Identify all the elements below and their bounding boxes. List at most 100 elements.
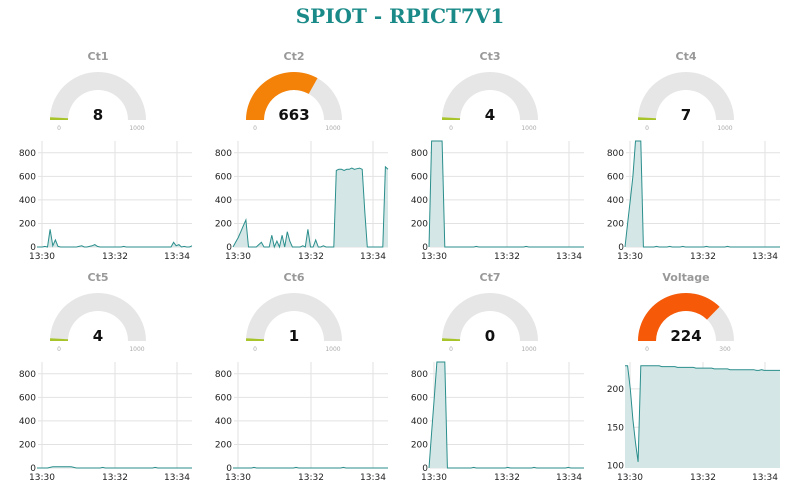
gauge-track xyxy=(442,72,538,120)
gauge-value: 663 xyxy=(278,106,309,124)
series-area xyxy=(625,141,780,247)
panel-ct3: Ct3 4 0 1000 0 200 400 600 800 13:30 13:32 13:34 xyxy=(392,0,588,260)
series-area xyxy=(233,166,388,247)
series-area xyxy=(429,362,584,468)
series-line xyxy=(37,229,193,248)
series-line xyxy=(625,365,780,462)
panel-ct1: Ct1 8 0 1000 0 200 400 600 800 13:30 13:32 13:34 xyxy=(0,0,196,260)
y-tick-label: 0 xyxy=(30,464,36,474)
gauge-fill xyxy=(50,117,69,120)
y-tick-label: 400 xyxy=(411,196,428,206)
chart: 0 200 400 600 800 13:30 13:32 13:34 xyxy=(19,362,192,481)
x-tick-label: 13:34 xyxy=(164,473,190,481)
y-tick-label: 400 xyxy=(607,196,624,206)
gauge-track xyxy=(50,72,146,120)
x-tick-label: 13:30 xyxy=(225,473,251,481)
x-tick-label: 13:32 xyxy=(102,473,128,481)
gauge-min-label: 0 xyxy=(253,125,257,132)
gauge-max-label: 300 xyxy=(719,346,731,353)
y-tick-label: 800 xyxy=(19,149,36,159)
chart: 0 200 400 600 800 13:30 13:32 13:34 xyxy=(215,362,388,481)
gauge-min-label: 0 xyxy=(449,346,453,353)
y-tick-label: 400 xyxy=(411,417,428,427)
x-tick-label: 13:32 xyxy=(298,473,324,481)
gauge-title: Voltage xyxy=(662,271,710,284)
panel-ct7: Ct7 0 0 1000 0 200 400 600 800 13:30 13:32 13:34 xyxy=(392,221,588,481)
x-tick-label: 13:30 xyxy=(29,473,55,481)
y-tick-label: 800 xyxy=(215,370,232,380)
x-tick-label: 13:30 xyxy=(421,473,447,481)
gauge-max-label: 1000 xyxy=(521,125,536,132)
panel-ct5: Ct5 4 0 1000 0 200 400 600 800 13:30 13:32 13:34 xyxy=(0,221,196,481)
gauge-title: Ct3 xyxy=(479,50,501,63)
x-tick-label: 13:30 xyxy=(225,252,251,260)
y-tick-label: 200 xyxy=(215,219,232,229)
gauge-fill xyxy=(246,72,318,120)
y-tick-label: 200 xyxy=(19,219,36,229)
panel-ct4: Ct4 7 0 1000 0 200 400 600 800 13:30 13:32 13:34 xyxy=(588,0,784,260)
gauge-fill xyxy=(638,293,720,341)
gauge: 224 0 300 xyxy=(638,293,734,353)
gauge-max-label: 1000 xyxy=(129,125,144,132)
y-tick-label: 600 xyxy=(215,393,232,403)
x-tick-label: 13:32 xyxy=(298,252,324,260)
gauge-fill xyxy=(638,117,657,120)
x-tick-label: 13:34 xyxy=(556,252,582,260)
y-tick-label: 150 xyxy=(607,423,624,433)
y-tick-label: 600 xyxy=(19,393,36,403)
series-line xyxy=(428,140,584,248)
chart: 0 200 400 600 800 13:30 13:32 13:34 xyxy=(19,141,193,260)
gauge-min-label: 0 xyxy=(57,346,61,353)
gauge-title: Ct4 xyxy=(675,50,697,63)
y-tick-label: 600 xyxy=(215,172,232,182)
gauge-max-label: 1000 xyxy=(325,125,340,132)
gauge-fill xyxy=(246,338,265,341)
x-tick-label: 13:34 xyxy=(752,252,778,260)
series-area xyxy=(625,365,780,468)
series-line xyxy=(428,361,584,469)
gauge-value: 4 xyxy=(485,106,495,124)
gauge-fill xyxy=(442,117,461,120)
x-tick-label: 13:32 xyxy=(690,473,716,481)
y-tick-label: 800 xyxy=(411,149,428,159)
gauge-min-label: 0 xyxy=(253,346,257,353)
x-tick-label: 13:30 xyxy=(617,473,643,481)
y-tick-label: 400 xyxy=(19,196,36,206)
x-tick-label: 13:30 xyxy=(29,252,55,260)
x-tick-label: 13:34 xyxy=(164,252,190,260)
x-tick-label: 13:34 xyxy=(360,252,386,260)
chart: 0 200 400 600 800 13:30 13:32 13:34 xyxy=(215,141,389,260)
y-tick-label: 200 xyxy=(19,440,36,450)
page-title: SPIOT - RPICT7V1 xyxy=(295,4,505,28)
chart: 0 200 400 600 800 13:30 13:32 13:34 xyxy=(411,140,584,260)
y-tick-label: 400 xyxy=(215,417,232,427)
chart: 0 200 400 600 800 13:30 13:32 13:34 xyxy=(607,140,780,260)
x-tick-label: 13:32 xyxy=(494,473,520,481)
gauge-min-label: 0 xyxy=(57,125,61,132)
y-tick-label: 600 xyxy=(607,172,624,182)
gauge-max-label: 1000 xyxy=(717,125,732,132)
y-tick-label: 200 xyxy=(411,440,428,450)
y-tick-label: 600 xyxy=(19,172,36,182)
y-tick-label: 800 xyxy=(19,370,36,380)
y-tick-label: 100 xyxy=(607,462,624,472)
gauge-value: 4 xyxy=(93,327,103,345)
gauge-title: Ct1 xyxy=(87,50,109,63)
chart: 0 200 400 600 800 13:30 13:32 13:34 xyxy=(411,361,584,481)
x-tick-label: 13:34 xyxy=(360,473,386,481)
y-tick-label: 0 xyxy=(226,464,232,474)
y-tick-label: 400 xyxy=(19,417,36,427)
gauge-title: Ct7 xyxy=(479,271,501,284)
y-tick-label: 0 xyxy=(226,243,232,253)
x-tick-label: 13:34 xyxy=(556,473,582,481)
y-tick-label: 200 xyxy=(411,219,428,229)
panel-ct6: Ct6 1 0 1000 0 200 400 600 800 13:30 13:32 13:34 xyxy=(196,221,392,481)
gauge-min-label: 0 xyxy=(645,125,649,132)
series-line xyxy=(624,140,780,248)
gauge-value: 1 xyxy=(289,327,299,345)
gauge-title: Ct2 xyxy=(283,50,305,63)
gauge-track xyxy=(246,293,342,341)
y-tick-label: 0 xyxy=(422,464,428,474)
y-tick-label: 800 xyxy=(411,370,428,380)
gauge: 7 0 1000 xyxy=(638,72,734,132)
